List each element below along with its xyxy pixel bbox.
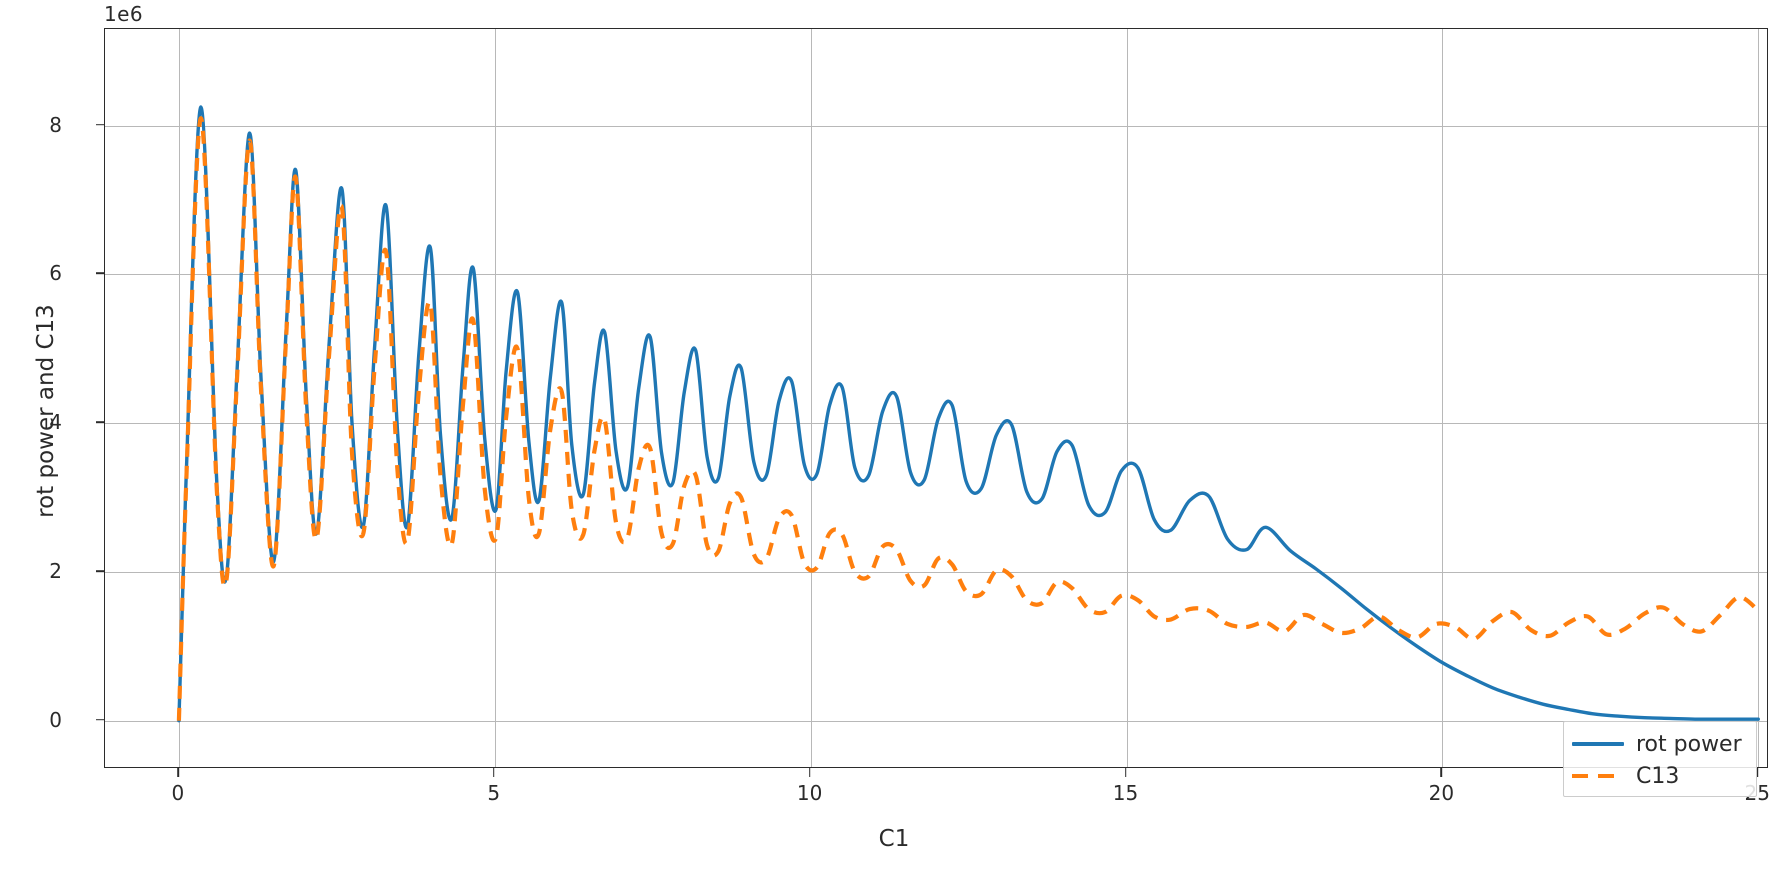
legend-entry-rot-power[interactable]: rot power (1572, 728, 1746, 760)
x-tick-label: 0 (171, 781, 185, 805)
y-tick-mark (96, 123, 105, 126)
gridline-vertical (178, 29, 180, 767)
gridline-horizontal (105, 274, 1767, 276)
gridline-vertical (1442, 29, 1444, 767)
x-axis-label: C1 (878, 826, 910, 852)
legend[interactable]: rot power C13 (1563, 721, 1757, 797)
legend-swatch-rot-power (1572, 734, 1624, 754)
gridline-vertical (1758, 29, 1760, 767)
x-tick-mark (1440, 768, 1443, 777)
y-axis-label: rot power and C13 (33, 304, 59, 518)
plot-area (104, 28, 1768, 768)
y-axis-offset-text: 1e6 (104, 2, 143, 26)
gridline-vertical (1126, 29, 1128, 767)
y-tick-label: 2 (49, 558, 62, 583)
x-tick-mark (177, 768, 179, 777)
x-tick-label: 15 (1112, 781, 1139, 805)
data-curves (176, 105, 1760, 723)
y-tick-mark (96, 718, 105, 721)
y-tick-mark (96, 272, 105, 275)
y-tick-mark (96, 570, 105, 572)
legend-entry-c13[interactable]: C13 (1572, 760, 1746, 792)
gridline-vertical (810, 29, 812, 767)
legend-swatch-c13 (1572, 766, 1624, 786)
y-tick-label: 0 (49, 707, 62, 732)
y-tick-label: 6 (49, 261, 62, 286)
x-tick-mark (1756, 768, 1759, 777)
y-tick-mark (96, 421, 105, 423)
x-tick-label: 5 (487, 781, 501, 805)
x-tick-mark (808, 768, 811, 777)
x-tick-label: 10 (796, 781, 823, 805)
gridline-horizontal (105, 720, 1767, 722)
gridline-vertical (494, 29, 496, 767)
y-tick-label: 4 (49, 410, 62, 435)
y-tick-label: 8 (49, 112, 62, 137)
legend-label-c13: C13 (1636, 763, 1680, 789)
gridline-horizontal (105, 125, 1767, 127)
x-tick-mark (1124, 768, 1127, 777)
series-line-c13 (176, 116, 1760, 721)
x-tick-mark (492, 768, 495, 777)
gridline-horizontal (105, 571, 1767, 573)
x-tick-label: 20 (1428, 781, 1455, 805)
legend-label-rot-power: rot power (1636, 731, 1742, 757)
